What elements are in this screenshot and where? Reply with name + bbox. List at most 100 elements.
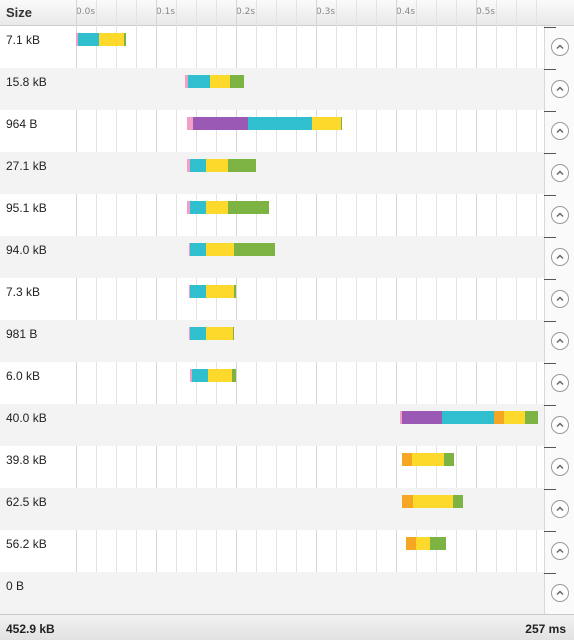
request-row[interactable]: 15.8 kB — [0, 68, 574, 110]
timing-segment-teal — [190, 243, 207, 256]
request-row[interactable]: 40.0 kB — [0, 404, 574, 446]
row-separator — [544, 531, 556, 532]
request-row[interactable]: 964 B — [0, 110, 574, 152]
gridline — [116, 0, 117, 614]
gridline — [436, 0, 437, 614]
request-row[interactable]: 39.8 kB — [0, 446, 574, 488]
timing-segment-green — [444, 453, 455, 466]
tick-label: 0.0s — [76, 7, 96, 17]
expand-row-button[interactable] — [551, 122, 569, 140]
expand-row-button[interactable] — [551, 500, 569, 518]
timing-segment-yellow — [206, 159, 228, 172]
request-size: 7.1 kB — [6, 33, 41, 47]
gridline — [76, 0, 77, 614]
timing-segment-teal — [190, 327, 207, 340]
request-row[interactable]: 7.1 kB — [0, 26, 574, 68]
timing-segment-pink — [187, 117, 193, 130]
gridline — [136, 0, 137, 614]
request-list: 7.1 kB 15.8 kB 964 B 27.1 kB 95.1 kB 94.0 kB 7… — [0, 26, 574, 614]
expand-row-button[interactable] — [551, 458, 569, 476]
request-row[interactable]: 6.0 kB — [0, 362, 574, 404]
chevron-up-icon — [556, 86, 564, 92]
timing-segment-yellow — [206, 201, 228, 214]
expand-column — [544, 26, 574, 614]
timing-segment-purple — [402, 411, 443, 424]
size-column-header[interactable]: Size — [6, 5, 33, 20]
timing-segment-yellow — [412, 453, 444, 466]
total-time: 257 ms — [525, 622, 566, 636]
gridline — [196, 0, 197, 614]
chevron-up-icon — [556, 254, 564, 260]
expand-row-button[interactable] — [551, 80, 569, 98]
chevron-up-icon — [556, 506, 564, 512]
request-row[interactable]: 94.0 kB — [0, 236, 574, 278]
row-separator — [544, 237, 556, 238]
gridline — [176, 0, 177, 614]
timing-segment-green — [452, 495, 464, 508]
timing-segment-green — [524, 411, 538, 424]
expand-row-button[interactable] — [551, 248, 569, 266]
expand-row-button[interactable] — [551, 542, 569, 560]
row-separator — [544, 111, 556, 112]
timing-segment-orange — [401, 453, 412, 466]
timing-segment-orange — [402, 495, 413, 508]
request-row[interactable]: 0 B — [0, 572, 574, 614]
row-separator — [544, 447, 556, 448]
timing-segment-yellow — [208, 369, 232, 382]
timing-segment-yellow — [312, 117, 341, 130]
request-row[interactable]: 56.2 kB — [0, 530, 574, 572]
row-separator — [544, 195, 556, 196]
timing-segment-green — [234, 243, 276, 256]
summary-footer: 452.9 kB 257 ms — [0, 614, 574, 640]
request-size: 6.0 kB — [6, 369, 41, 383]
gridline — [456, 0, 457, 614]
timing-segment-yellow — [412, 495, 453, 508]
gridline — [356, 0, 357, 614]
request-size: 56.2 kB — [6, 537, 47, 551]
timing-segment-pink — [76, 33, 79, 46]
timing-segment-yellow — [209, 75, 230, 88]
request-size: 964 B — [6, 117, 38, 131]
row-separator — [544, 405, 556, 406]
waterfall-header: Size 0.0s 0.1s 0.2s 0.3s 0.4s 0.5s — [0, 0, 574, 26]
chevron-up-icon — [556, 170, 564, 176]
expand-row-button[interactable] — [551, 374, 569, 392]
request-row[interactable]: 62.5 kB — [0, 488, 574, 530]
expand-row-button[interactable] — [551, 584, 569, 602]
request-size: 981 B — [6, 327, 38, 341]
request-size: 15.8 kB — [6, 75, 47, 89]
timing-segment-pink — [187, 159, 191, 172]
timing-segment-pink — [400, 411, 403, 424]
timing-segment-green — [340, 117, 343, 130]
request-row[interactable]: 95.1 kB — [0, 194, 574, 236]
timing-segment-yellow — [206, 327, 233, 340]
timing-segment-pink — [188, 285, 191, 298]
row-separator — [544, 279, 556, 280]
expand-row-button[interactable] — [551, 290, 569, 308]
request-row[interactable]: 7.3 kB — [0, 278, 574, 320]
timing-segment-orange — [405, 537, 416, 550]
timing-segment-yellow — [99, 33, 124, 46]
request-row[interactable]: 981 B — [0, 320, 574, 362]
gridline — [96, 0, 97, 614]
tick-label: 0.5s — [476, 7, 496, 17]
gridline — [476, 0, 477, 614]
expand-row-button[interactable] — [551, 38, 569, 56]
expand-row-button[interactable] — [551, 416, 569, 434]
chevron-up-icon — [556, 548, 564, 554]
request-size: 0 B — [6, 579, 25, 593]
gridline — [156, 0, 157, 614]
row-separator — [544, 27, 556, 28]
row-separator — [544, 489, 556, 490]
expand-row-button[interactable] — [551, 164, 569, 182]
row-separator — [544, 321, 556, 322]
gridline — [216, 0, 217, 614]
expand-row-button[interactable] — [551, 206, 569, 224]
chevron-up-icon — [556, 296, 564, 302]
timing-segment-green — [232, 369, 236, 382]
gridline — [396, 0, 397, 614]
request-row[interactable]: 27.1 kB — [0, 152, 574, 194]
gridline — [296, 0, 297, 614]
expand-row-button[interactable] — [551, 332, 569, 350]
timing-segment-teal — [190, 159, 207, 172]
